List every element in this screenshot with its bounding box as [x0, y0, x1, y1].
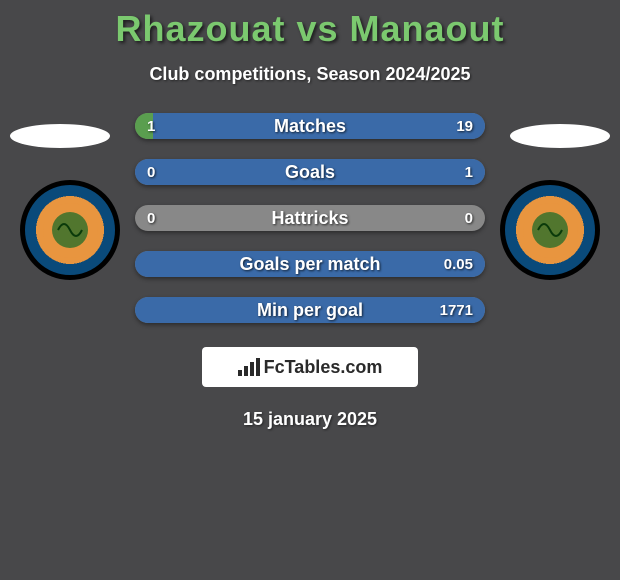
stat-right-value: 0: [465, 210, 473, 227]
stat-bar: 1 Matches 19: [135, 113, 485, 139]
stat-right-value: 1771: [440, 302, 473, 319]
stat-label: Matches: [274, 116, 346, 137]
stat-bar: Min per goal 1771: [135, 297, 485, 323]
club-crest-icon: [530, 210, 570, 250]
stat-left-value: 0: [147, 164, 155, 181]
stat-left-value: 0: [147, 210, 155, 227]
fctables-label: FcTables.com: [264, 357, 383, 378]
stat-left-value: 1: [147, 118, 155, 135]
club-crest-icon: [50, 210, 90, 250]
stat-label: Goals: [285, 162, 335, 183]
bar-chart-icon: [238, 358, 260, 376]
date-label: 15 january 2025: [0, 409, 620, 430]
club-badge-right: [500, 180, 600, 262]
subtitle: Club competitions, Season 2024/2025: [0, 64, 620, 85]
stat-label: Min per goal: [257, 300, 363, 321]
stat-right-value: 0.05: [444, 256, 473, 273]
page-title: Rhazouat vs Manaout: [0, 0, 620, 50]
flag-right: [510, 124, 610, 148]
flag-left: [10, 124, 110, 148]
club-badge-left: [20, 180, 120, 262]
stat-right-value: 1: [465, 164, 473, 181]
stat-right-value: 19: [456, 118, 473, 135]
stat-bar: Goals per match 0.05: [135, 251, 485, 277]
stat-bar: 0 Hattricks 0: [135, 205, 485, 231]
stat-label: Goals per match: [239, 254, 380, 275]
fctables-watermark[interactable]: FcTables.com: [202, 347, 418, 387]
stat-bar: 0 Goals 1: [135, 159, 485, 185]
stat-label: Hattricks: [271, 208, 348, 229]
